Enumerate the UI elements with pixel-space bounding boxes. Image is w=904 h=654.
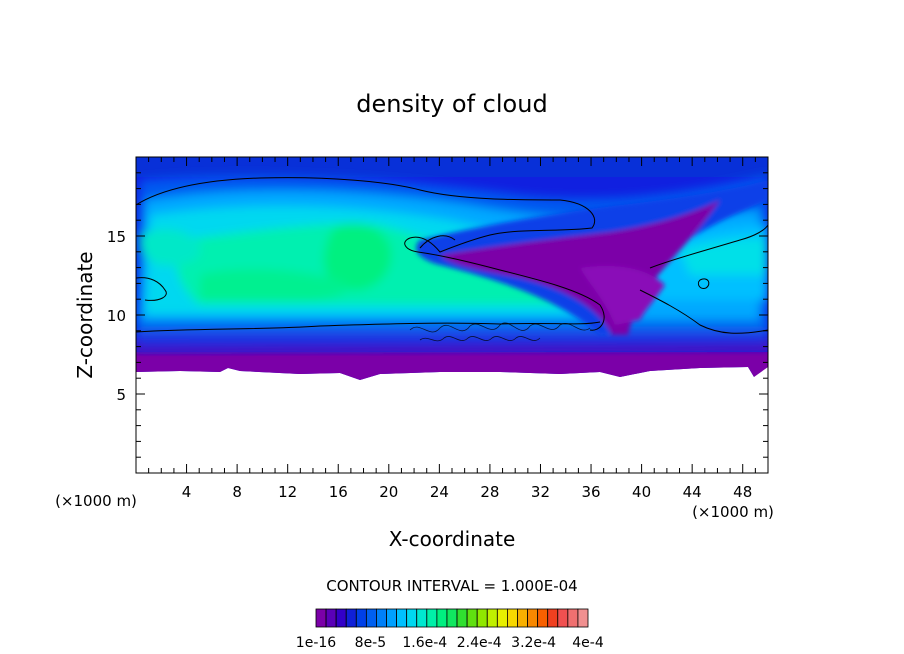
y-axis-label: Z-coordinate xyxy=(73,251,97,378)
colorbar-swatch xyxy=(386,608,397,628)
x-tick-label: 4 xyxy=(182,483,192,501)
colorbar-swatch xyxy=(567,608,579,628)
cloud-green-core xyxy=(323,223,392,291)
cloud-lower-band-2 xyxy=(136,332,768,347)
x-tick-label: 16 xyxy=(329,483,348,501)
colorbar-swatch xyxy=(527,608,539,628)
colorbar-swatch xyxy=(406,608,418,628)
contour-line-right xyxy=(639,289,768,334)
x-tick-label: 12 xyxy=(278,483,297,501)
cloud-green-core-2 xyxy=(200,269,348,300)
colorbar-swatch xyxy=(496,608,508,628)
colorbar-swatch xyxy=(577,608,589,628)
x-tick-label: 24 xyxy=(430,483,449,501)
colorbar-swatch xyxy=(456,608,468,628)
contour-line-top xyxy=(136,177,605,331)
colorbar-label: 3.2e-4 xyxy=(511,635,556,651)
x-tick-label: 28 xyxy=(480,483,499,501)
colorbar-labels: 1e-16 8e-5 1.6e-4 2.4e-4 3.2e-4 4e-4 xyxy=(296,635,604,651)
colorbar-swatch xyxy=(446,608,458,628)
colorbar-swatch xyxy=(325,608,337,628)
colorbar-swatch xyxy=(476,608,488,628)
dry-tongue-purple-2 xyxy=(580,265,665,325)
x-tick-label: 20 xyxy=(379,483,398,501)
cloud-teal-pocket xyxy=(139,229,201,266)
contour-interval-label: CONTOUR INTERVAL = 1.000E-04 xyxy=(326,577,577,595)
dry-tongue-purple xyxy=(440,200,720,335)
x-tick-label: 48 xyxy=(733,483,752,501)
x-unit-right: (×1000 m) xyxy=(692,503,774,521)
turbulent-cells xyxy=(409,322,591,342)
colorbar-swatch xyxy=(396,608,408,628)
colorbar-swatch xyxy=(315,608,327,628)
y-tick-label: 15 xyxy=(107,228,126,246)
x-tick-label: 8 xyxy=(232,483,242,501)
contour-line-pocket xyxy=(697,278,710,289)
x-tick-label: 32 xyxy=(531,483,550,501)
colorbar-label: 2.4e-4 xyxy=(457,635,502,651)
contour-line-tongue xyxy=(419,235,456,249)
cloud-density-field xyxy=(136,157,768,380)
y-axis: 5 10 15 xyxy=(107,172,768,458)
contour-line-left xyxy=(136,277,167,301)
colorbar-swatch xyxy=(466,608,478,628)
x-tick-label: 44 xyxy=(683,483,702,501)
colorbar-swatch xyxy=(507,608,518,628)
colorbar-swatch xyxy=(376,608,387,628)
colorbar xyxy=(315,608,589,628)
chart-title: density of cloud xyxy=(356,90,547,118)
colorbar-label: 8e-5 xyxy=(355,635,386,651)
y-tick-label: 10 xyxy=(107,307,126,325)
x-axis: 4 8 12 16 20 24 28 32 36 40 44 48 xyxy=(148,157,756,501)
colorbar-swatch xyxy=(345,608,357,628)
colorbar-swatch xyxy=(547,608,559,628)
colorbar-label: 1.6e-4 xyxy=(402,635,447,651)
colorbar-swatch xyxy=(416,608,428,628)
colorbar-label: 4e-4 xyxy=(572,635,604,651)
colorbar-swatch xyxy=(335,608,347,628)
colorbar-swatch xyxy=(426,608,438,628)
colorbar-swatch xyxy=(517,608,528,628)
colorbar-swatch xyxy=(355,608,367,628)
colorbar-swatch xyxy=(557,608,569,628)
y-tick-label: 5 xyxy=(116,386,126,404)
colorbar-swatch xyxy=(486,608,498,628)
contour-line-right-2 xyxy=(649,224,768,269)
colorbar-label: 1e-16 xyxy=(296,635,336,651)
cloud-base-fringe xyxy=(136,352,768,380)
colorbar-swatch xyxy=(537,608,549,628)
cloud-right-cyan xyxy=(680,238,768,275)
contour-line-mid xyxy=(136,321,601,333)
x-tick-label: 40 xyxy=(632,483,651,501)
cloud-top-band xyxy=(136,157,768,177)
x-axis-label: X-coordinate xyxy=(389,527,516,551)
x-unit-left: (×1000 m) xyxy=(55,492,137,510)
x-tick-label: 36 xyxy=(581,483,600,501)
colorbar-swatch xyxy=(436,608,448,628)
contour-lines xyxy=(136,177,768,334)
colorbar-swatch xyxy=(365,608,377,628)
